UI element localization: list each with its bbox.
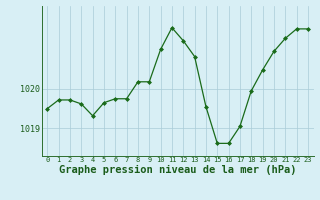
- X-axis label: Graphe pression niveau de la mer (hPa): Graphe pression niveau de la mer (hPa): [59, 165, 296, 175]
